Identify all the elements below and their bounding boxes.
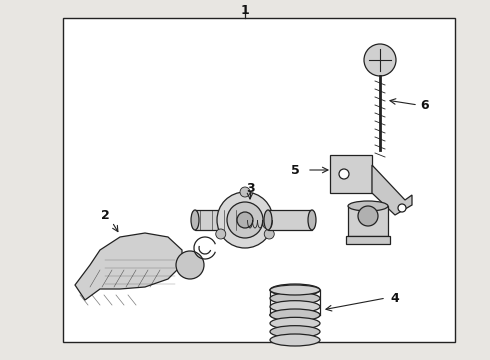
Ellipse shape [348,201,388,211]
Text: 6: 6 [421,99,429,112]
Circle shape [358,206,378,226]
Ellipse shape [308,210,316,230]
Circle shape [227,202,263,238]
Text: 3: 3 [245,181,254,194]
Circle shape [176,251,204,279]
Text: 5: 5 [291,163,299,176]
Circle shape [240,187,250,197]
Ellipse shape [270,292,320,304]
Circle shape [364,44,396,76]
Text: 2: 2 [100,208,109,221]
Bar [330,155,372,193]
Circle shape [339,169,349,179]
Polygon shape [75,233,182,300]
Circle shape [217,192,273,248]
Circle shape [398,204,406,212]
Ellipse shape [270,334,320,346]
Ellipse shape [270,317,320,329]
Circle shape [237,212,253,228]
Ellipse shape [270,310,320,320]
Circle shape [216,229,226,239]
Ellipse shape [191,210,199,230]
Ellipse shape [270,309,320,321]
Text: 4: 4 [391,292,399,305]
Ellipse shape [270,301,320,313]
Bar [63,18,455,342]
Bar [268,210,312,230]
Polygon shape [372,165,412,215]
Bar [348,206,388,236]
Bar [195,210,245,230]
Ellipse shape [264,210,272,230]
Circle shape [264,229,274,239]
Ellipse shape [270,285,320,295]
Bar [346,236,390,244]
Text: 1: 1 [241,4,249,17]
Ellipse shape [270,326,320,338]
Ellipse shape [270,284,320,296]
